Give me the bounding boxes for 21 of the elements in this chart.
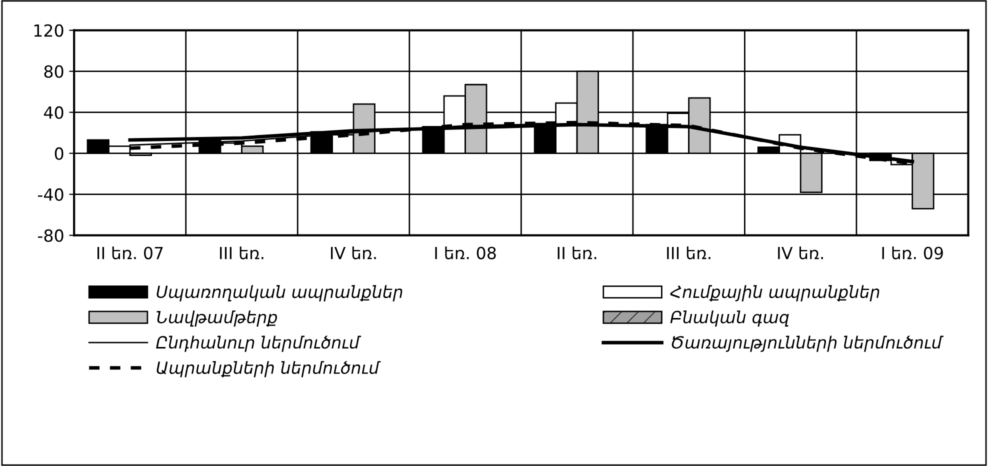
legend-label: Ապրանքների ներմուծում [156, 361, 381, 378]
legend-label: Նավթամթերք [156, 310, 278, 327]
y-tick-label: -80 [38, 229, 64, 242]
x-tick-label: I եռ. 08 [435, 246, 496, 260]
x-tick-label: I եռ. 09 [882, 246, 943, 260]
x-tick-label: III եռ. [220, 246, 264, 260]
y-tick-label: 80 [44, 65, 64, 78]
x-tick-label: II եռ. [558, 246, 596, 260]
x-tick-label: III եռ. [667, 246, 710, 260]
x-tick-label: II եռ. 07 [97, 246, 163, 260]
y-tick-label: 40 [44, 106, 64, 119]
legend-label: Սպառողական ապրանքներ [156, 285, 402, 302]
legend-label: Ծառայությունների ներմուծում [672, 336, 944, 352]
y-tick-label: -40 [38, 188, 64, 201]
y-tick-label: 120 [34, 24, 64, 37]
x-tick-label: IV եռ. [331, 246, 376, 260]
legend-label: Ընդհանուր ներմուծում [156, 336, 362, 352]
legend-label: Բնական գազ [670, 310, 789, 327]
x-tick-label: IV եռ. [778, 246, 823, 260]
y-tick-label: 0 [54, 147, 64, 160]
legend-label: Հումքային ապրանքներ [670, 285, 880, 302]
